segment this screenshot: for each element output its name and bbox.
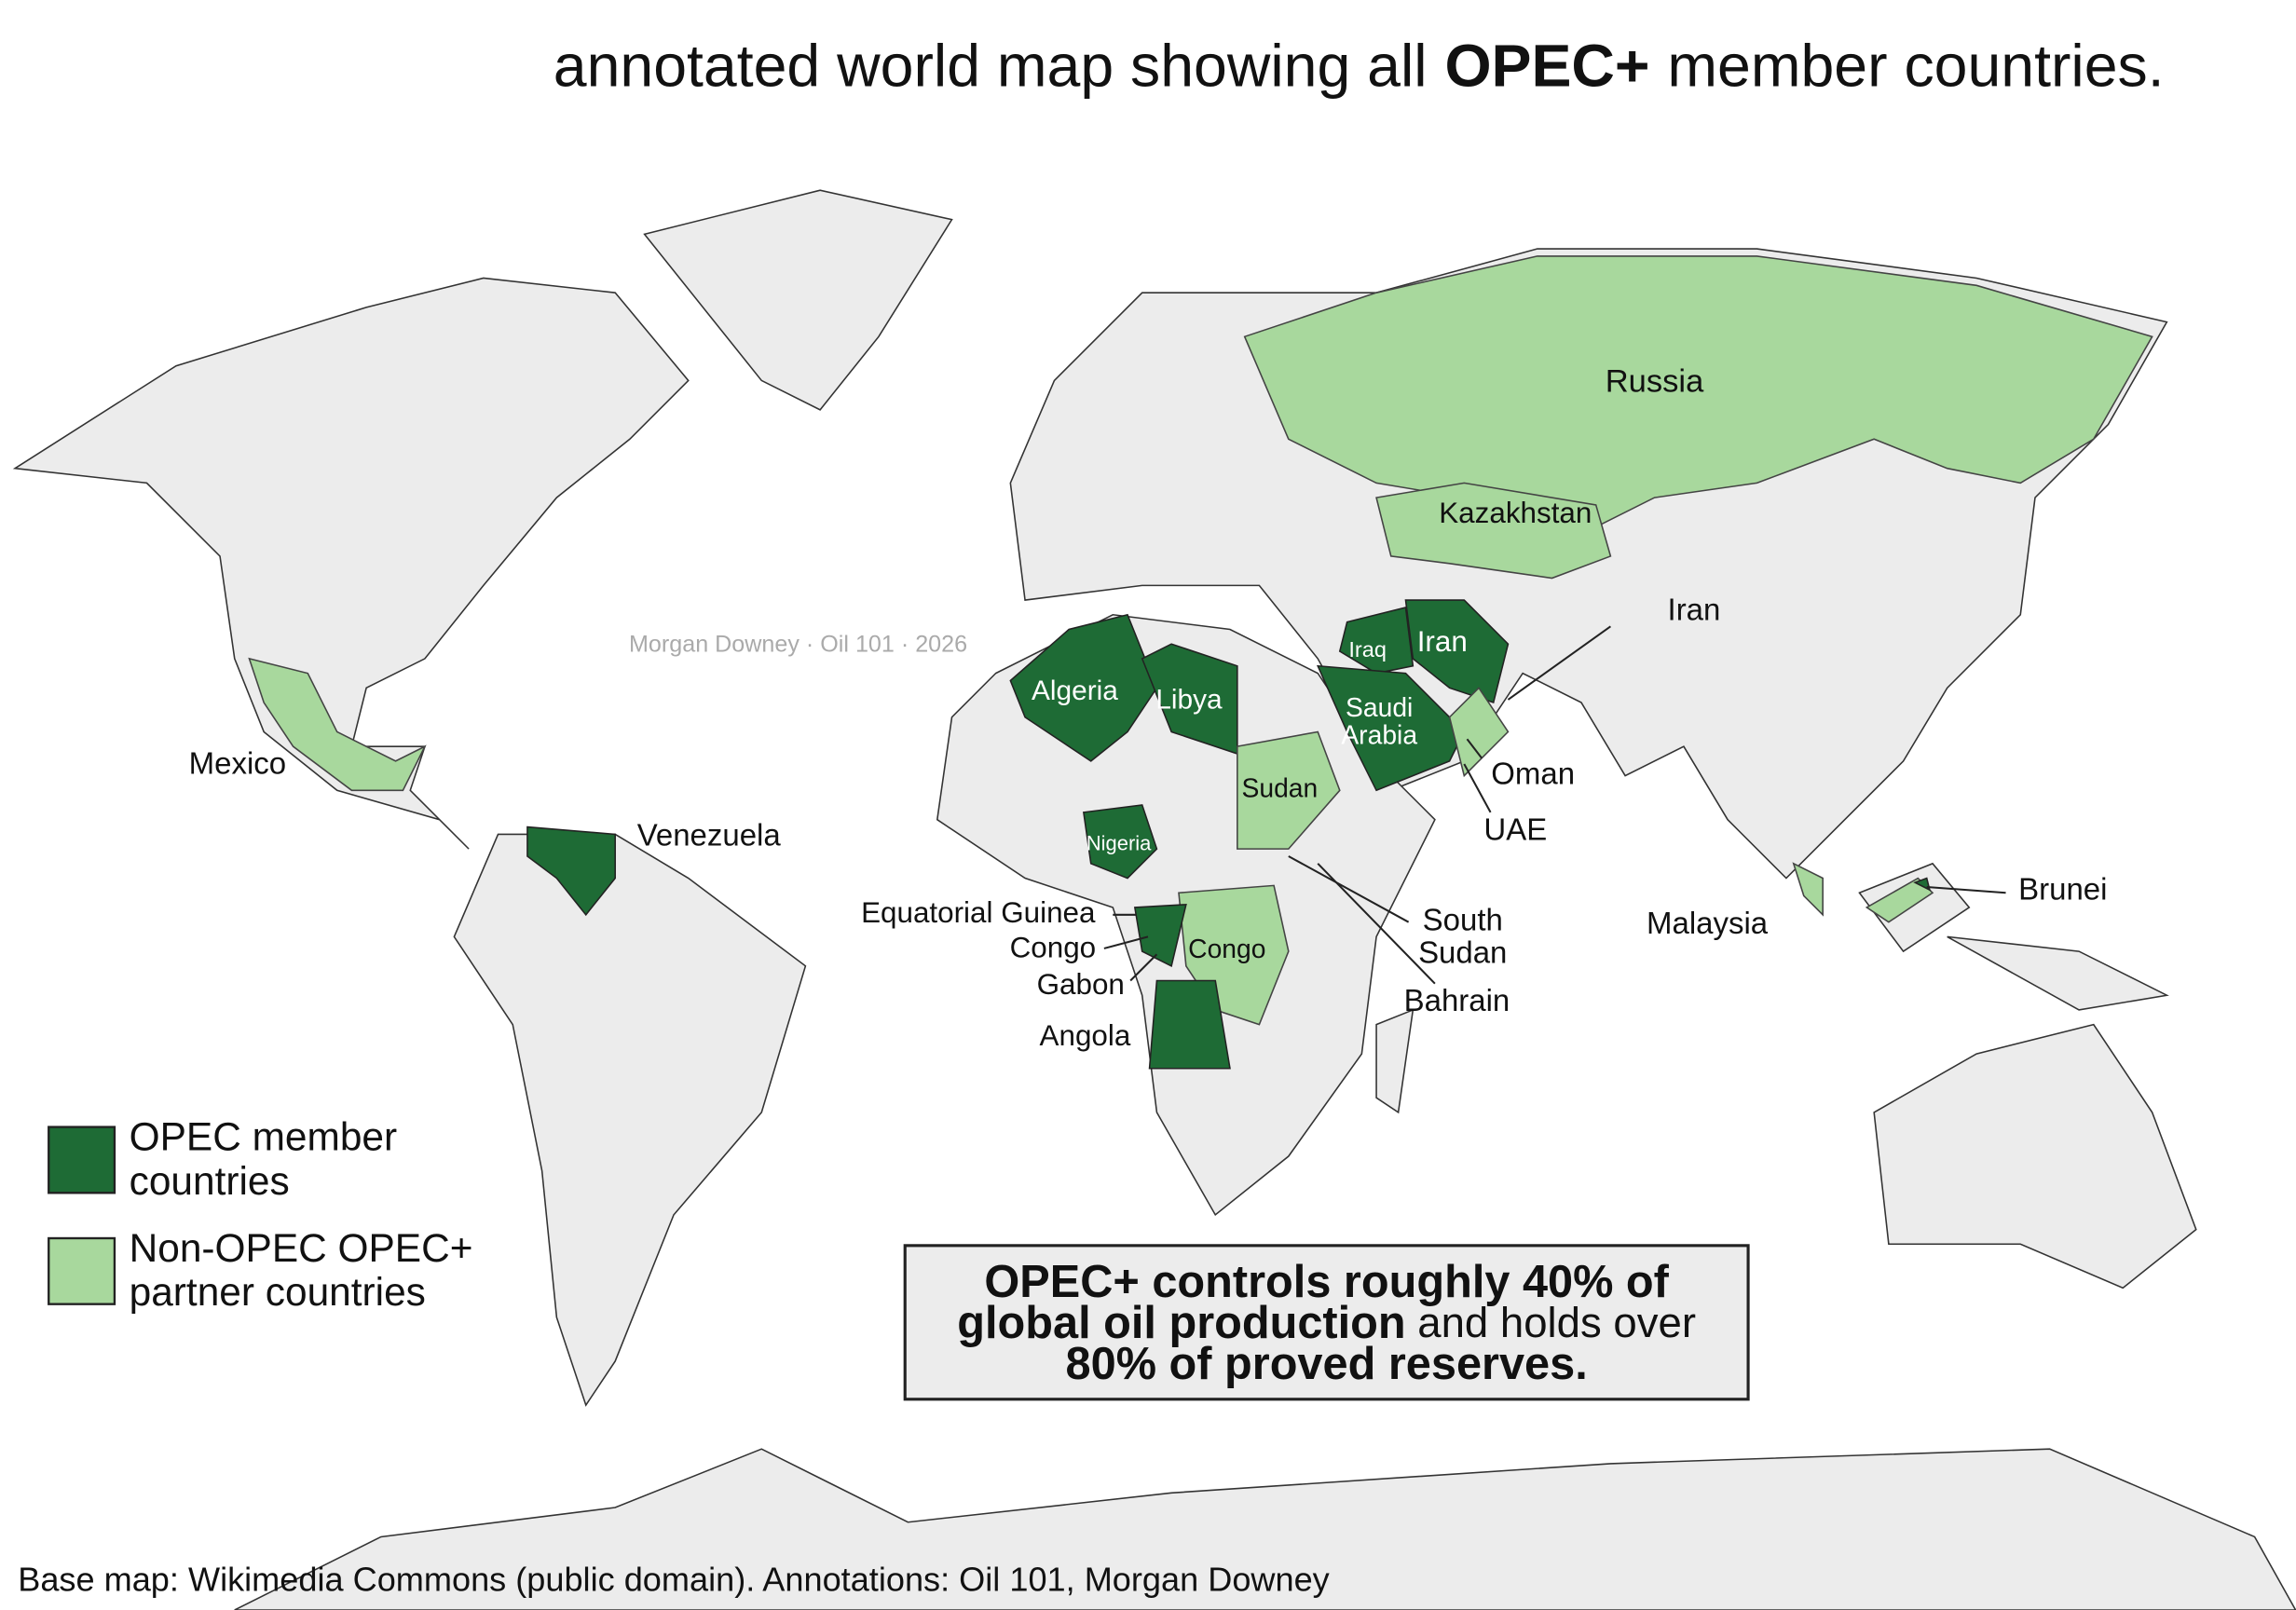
country-label: Sudan (1242, 773, 1319, 803)
country-label: Algeria (1032, 675, 1118, 706)
label-line: Oman (1491, 756, 1575, 790)
label-line: Venezuela (637, 817, 782, 852)
legend-line: countries (130, 1159, 290, 1203)
legend-line: partner countries (130, 1270, 426, 1314)
callout-line: OPEC+ controls roughly 40% of (984, 1257, 1669, 1307)
legend-swatch (48, 1236, 116, 1305)
highlighted-countries (248, 255, 2153, 1070)
label-line: Congo (1188, 935, 1265, 964)
country-label: Brunei (2018, 871, 2107, 906)
country-label: Mexico (189, 745, 286, 780)
leader-lines (1103, 625, 2006, 985)
label-line: Kazakhstan (1439, 497, 1592, 529)
country-label: Congo (1010, 932, 1097, 964)
country-label: Nigeria (1086, 831, 1152, 854)
country-label: Iran (1417, 625, 1468, 658)
callout-line: 80% of proved reserves. (1066, 1339, 1588, 1389)
label-line: Congo (1010, 932, 1097, 964)
callout-text: OPEC+ controls roughly 40% of (984, 1257, 1669, 1307)
watermark: Morgan Downey · Oil 101 · 2026 (629, 631, 967, 657)
callout-text: and holds over (1417, 1299, 1696, 1346)
label-line: Iran (1668, 592, 1721, 626)
country-label: Bahrain (1404, 983, 1510, 1017)
label-line: Equatorial Guinea (861, 896, 1096, 929)
label-line: Brunei (2018, 871, 2107, 906)
country-label: Oman (1491, 756, 1575, 790)
country-label: Iran (1668, 592, 1721, 626)
label-line: Sudan (1242, 773, 1319, 803)
title: annotated world map showing all OPEC+ memb… (554, 32, 2165, 99)
callout-text: global oil production (957, 1298, 1405, 1348)
label-line: Iraq (1348, 637, 1387, 662)
country-label: Saudi Arabia (1341, 692, 1417, 750)
label-line: UAE (1483, 812, 1547, 846)
legend-line: OPEC member (130, 1115, 397, 1159)
country-label: Gabon (1037, 968, 1125, 1001)
legend-label: OPEC member countries (130, 1115, 397, 1203)
label-line: Russia (1606, 364, 1704, 400)
country-label: South Sudan (1418, 902, 1507, 969)
label-line: Libya (1155, 684, 1223, 715)
country-label: UAE (1483, 812, 1547, 846)
label-line: South (1423, 902, 1503, 936)
country-label: Congo (1188, 935, 1265, 964)
country-label: Kazakhstan (1439, 497, 1592, 529)
label-line: Algeria (1032, 675, 1118, 706)
legend-swatch (48, 1126, 116, 1194)
callout-text: 80% of proved reserves. (1066, 1339, 1588, 1389)
title-text: annotated world map showing all (554, 32, 1428, 99)
label-line: Arabia (1341, 720, 1417, 750)
label-line: Sudan (1418, 935, 1507, 969)
title-bold: OPEC+ (1444, 32, 1649, 99)
callout-box (903, 1244, 1750, 1401)
legend-line: Non-OPEC OPEC+ (130, 1226, 473, 1270)
country-label: Equatorial Guinea (861, 896, 1096, 929)
label-line: Malaysia (1647, 906, 1769, 940)
country-label: Venezuela (637, 817, 782, 852)
label-line: Gabon (1037, 968, 1125, 1001)
country-label: Libya (1155, 684, 1223, 715)
label-line: Saudi (1346, 692, 1413, 722)
title-text: member countries. (1667, 32, 2164, 99)
legend-label: Non-OPEC OPEC+ partner countries (130, 1226, 473, 1314)
country-label: Malaysia (1647, 906, 1769, 940)
country-label: Angola (1040, 1019, 1131, 1052)
country-label: Iraq (1348, 637, 1387, 662)
label-line: Angola (1040, 1019, 1131, 1052)
label-line: Iran (1417, 625, 1468, 658)
label-line: Bahrain (1404, 983, 1510, 1017)
country-label: Russia (1606, 364, 1704, 400)
label-line: Nigeria (1086, 831, 1152, 854)
credit: Base map: Wikimedia Commons (public doma… (18, 1561, 1329, 1599)
label-line: Mexico (189, 745, 286, 780)
callout-line: global oil production and holds over (957, 1298, 1696, 1348)
